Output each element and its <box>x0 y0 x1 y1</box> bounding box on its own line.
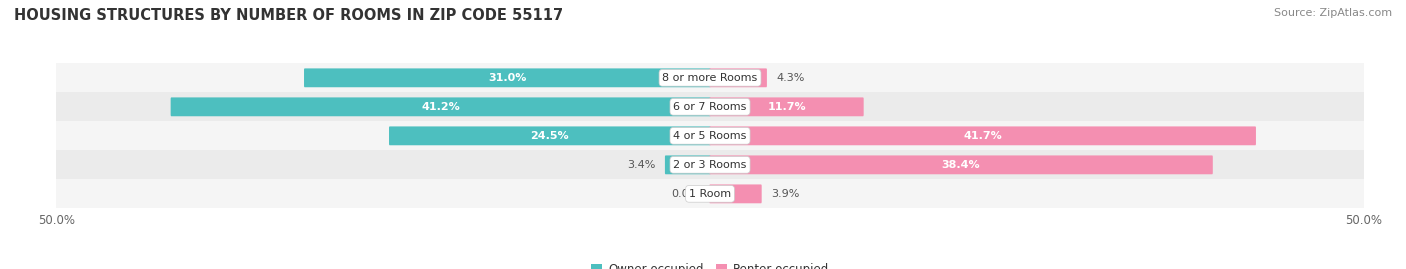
FancyBboxPatch shape <box>710 97 863 116</box>
Text: 41.2%: 41.2% <box>422 102 460 112</box>
Text: HOUSING STRUCTURES BY NUMBER OF ROOMS IN ZIP CODE 55117: HOUSING STRUCTURES BY NUMBER OF ROOMS IN… <box>14 8 564 23</box>
Bar <box>56 179 1364 208</box>
FancyBboxPatch shape <box>710 68 766 87</box>
Text: 3.9%: 3.9% <box>772 189 800 199</box>
Text: Source: ZipAtlas.com: Source: ZipAtlas.com <box>1274 8 1392 18</box>
FancyBboxPatch shape <box>665 155 710 174</box>
Bar <box>56 92 1364 121</box>
Text: 4 or 5 Rooms: 4 or 5 Rooms <box>673 131 747 141</box>
FancyBboxPatch shape <box>710 126 1256 145</box>
Text: 3.4%: 3.4% <box>627 160 655 170</box>
Text: 31.0%: 31.0% <box>488 73 526 83</box>
Text: 1 Room: 1 Room <box>689 189 731 199</box>
Legend: Owner-occupied, Renter-occupied: Owner-occupied, Renter-occupied <box>586 259 834 269</box>
Text: 4.3%: 4.3% <box>776 73 806 83</box>
Text: 38.4%: 38.4% <box>942 160 980 170</box>
FancyBboxPatch shape <box>710 155 1213 174</box>
Text: 11.7%: 11.7% <box>768 102 806 112</box>
FancyBboxPatch shape <box>170 97 710 116</box>
Text: 8 or more Rooms: 8 or more Rooms <box>662 73 758 83</box>
Text: 0.0%: 0.0% <box>671 189 700 199</box>
Bar <box>56 150 1364 179</box>
Text: 41.7%: 41.7% <box>963 131 1002 141</box>
Text: 6 or 7 Rooms: 6 or 7 Rooms <box>673 102 747 112</box>
Bar <box>56 121 1364 150</box>
FancyBboxPatch shape <box>389 126 710 145</box>
FancyBboxPatch shape <box>710 185 762 203</box>
FancyBboxPatch shape <box>304 68 710 87</box>
Text: 24.5%: 24.5% <box>530 131 569 141</box>
Text: 2 or 3 Rooms: 2 or 3 Rooms <box>673 160 747 170</box>
Bar <box>56 63 1364 92</box>
